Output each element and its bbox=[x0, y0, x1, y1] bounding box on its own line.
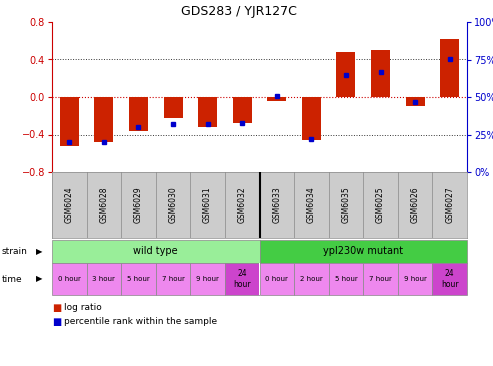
Bar bbox=[164, 97, 182, 117]
Text: 5 hour: 5 hour bbox=[335, 276, 357, 282]
Bar bbox=[129, 97, 148, 131]
Text: 7 hour: 7 hour bbox=[162, 276, 184, 282]
Text: ▶: ▶ bbox=[36, 274, 42, 284]
Text: GSM6028: GSM6028 bbox=[100, 187, 108, 223]
Text: ■: ■ bbox=[52, 317, 61, 327]
Bar bbox=[302, 97, 321, 140]
Bar bbox=[440, 39, 459, 97]
Text: GSM6032: GSM6032 bbox=[238, 187, 246, 223]
Bar bbox=[406, 97, 424, 107]
Text: GDS283 / YJR127C: GDS283 / YJR127C bbox=[181, 5, 297, 18]
Text: wild type: wild type bbox=[134, 246, 178, 257]
Text: time: time bbox=[2, 274, 23, 284]
Text: strain: strain bbox=[2, 247, 28, 256]
Text: 7 hour: 7 hour bbox=[369, 276, 392, 282]
Text: GSM6024: GSM6024 bbox=[65, 187, 74, 223]
Text: 0 hour: 0 hour bbox=[265, 276, 288, 282]
Text: GSM6033: GSM6033 bbox=[272, 187, 282, 223]
Text: GSM6025: GSM6025 bbox=[376, 187, 385, 223]
Text: 5 hour: 5 hour bbox=[127, 276, 150, 282]
Text: GSM6035: GSM6035 bbox=[342, 187, 351, 223]
Text: 24
hour: 24 hour bbox=[233, 269, 251, 289]
Bar bbox=[94, 97, 113, 142]
Bar bbox=[371, 50, 390, 97]
Text: 9 hour: 9 hour bbox=[404, 276, 426, 282]
Bar bbox=[198, 97, 217, 127]
Text: percentile rank within the sample: percentile rank within the sample bbox=[64, 317, 217, 326]
Text: GSM6030: GSM6030 bbox=[169, 187, 177, 223]
Text: 2 hour: 2 hour bbox=[300, 276, 323, 282]
Text: log ratio: log ratio bbox=[64, 303, 102, 313]
Text: GSM6027: GSM6027 bbox=[445, 187, 454, 223]
Bar bbox=[336, 52, 355, 97]
Text: ■: ■ bbox=[52, 303, 61, 313]
Text: 24
hour: 24 hour bbox=[441, 269, 458, 289]
Text: 9 hour: 9 hour bbox=[196, 276, 219, 282]
Bar bbox=[60, 97, 79, 146]
Bar bbox=[267, 97, 286, 101]
Text: GSM6034: GSM6034 bbox=[307, 187, 316, 223]
Text: GSM6029: GSM6029 bbox=[134, 187, 143, 223]
Text: 3 hour: 3 hour bbox=[92, 276, 115, 282]
Text: GSM6026: GSM6026 bbox=[411, 187, 420, 223]
Text: ypl230w mutant: ypl230w mutant bbox=[323, 246, 403, 257]
Bar bbox=[233, 97, 252, 123]
Text: ▶: ▶ bbox=[36, 247, 42, 256]
Text: GSM6031: GSM6031 bbox=[203, 187, 212, 223]
Text: 0 hour: 0 hour bbox=[58, 276, 81, 282]
